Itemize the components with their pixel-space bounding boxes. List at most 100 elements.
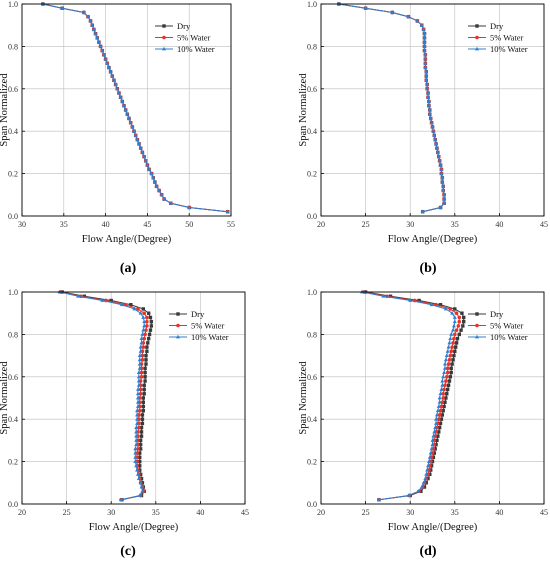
data-point xyxy=(140,413,145,417)
data-point xyxy=(446,362,451,366)
data-point xyxy=(148,315,153,320)
data-point xyxy=(445,392,449,396)
data-point xyxy=(119,302,124,307)
data-point xyxy=(120,99,125,103)
legend-marker xyxy=(162,46,166,51)
data-point xyxy=(143,366,147,371)
data-point xyxy=(225,209,230,214)
data-point xyxy=(448,353,453,358)
data-point xyxy=(139,425,144,430)
data-point xyxy=(113,82,118,86)
data-point xyxy=(450,345,454,349)
data-point xyxy=(137,425,141,430)
data-point xyxy=(443,383,447,388)
legend-marker xyxy=(475,323,479,328)
x-tick-label: 25 xyxy=(63,508,71,517)
data-point xyxy=(447,358,452,362)
x-tick-label: 40 xyxy=(495,220,503,229)
data-point xyxy=(433,425,438,430)
data-point xyxy=(145,162,150,167)
x-tick-label: 30 xyxy=(18,220,26,229)
data-point xyxy=(452,353,456,358)
y-tick-label: 0.8 xyxy=(8,330,18,339)
data-point xyxy=(426,90,431,95)
data-point xyxy=(138,459,142,464)
data-point xyxy=(445,370,450,375)
panel-label: (b) xyxy=(419,261,436,276)
data-point xyxy=(428,116,433,120)
data-point xyxy=(152,179,157,184)
data-point xyxy=(447,340,452,345)
legend-marker xyxy=(162,24,166,28)
legend-label: 5% Water xyxy=(490,33,524,43)
data-point xyxy=(435,150,440,154)
data-point xyxy=(415,18,420,23)
x-tick-label: 35 xyxy=(451,220,459,229)
y-axis-label: Span Normalized xyxy=(0,73,10,147)
data-point xyxy=(88,18,93,23)
legend-label: Dry xyxy=(490,309,504,319)
x-tick-label: 30 xyxy=(107,508,115,517)
data-point xyxy=(154,184,159,188)
data-point xyxy=(138,344,143,349)
chart-panel: 20 25 30 35 40 45 0.0 0.2 0.4 0.6 0.8 1.0 Flow Angle… xyxy=(298,0,548,276)
data-point xyxy=(416,489,421,493)
data-point xyxy=(444,379,448,383)
data-point xyxy=(449,349,454,354)
legend-label: Dry xyxy=(490,21,504,31)
data-point xyxy=(132,129,137,133)
legend-label: Dry xyxy=(191,309,205,319)
data-point xyxy=(141,396,146,400)
data-point xyxy=(139,375,144,379)
data-point xyxy=(127,116,132,120)
data-point xyxy=(442,370,447,374)
data-point xyxy=(453,332,457,337)
data-point xyxy=(422,48,427,53)
data-point xyxy=(434,417,439,421)
data-point xyxy=(423,52,428,57)
data-point xyxy=(425,86,430,91)
data-point xyxy=(111,78,116,82)
data-point xyxy=(140,417,145,421)
data-point xyxy=(135,395,140,400)
data-point xyxy=(144,358,148,362)
data-point xyxy=(439,417,444,421)
data-point xyxy=(451,327,456,332)
data-point xyxy=(419,484,424,489)
data-point xyxy=(135,387,140,391)
data-point xyxy=(138,455,142,460)
data-point xyxy=(424,73,429,78)
data-point xyxy=(456,324,461,328)
data-point xyxy=(137,353,142,357)
data-point xyxy=(136,370,141,374)
y-tick-label: 0.4 xyxy=(307,127,317,136)
legend-label: 5% Water xyxy=(490,321,524,331)
data-point xyxy=(135,404,140,408)
data-point xyxy=(451,358,455,362)
data-point xyxy=(438,408,443,413)
data-point xyxy=(138,480,143,485)
x-axis-label: Flow Angle/(Degree) xyxy=(388,234,478,245)
legend-marker xyxy=(475,312,479,316)
data-point xyxy=(444,375,449,379)
data-point xyxy=(100,298,105,302)
data-point xyxy=(406,493,411,497)
panel-label: (a) xyxy=(120,261,137,276)
legend-label: Dry xyxy=(177,21,191,31)
data-point xyxy=(436,434,440,438)
data-point xyxy=(128,120,133,125)
data-point xyxy=(440,179,445,184)
data-point xyxy=(423,476,428,480)
data-point xyxy=(447,379,452,383)
data-point xyxy=(121,103,126,108)
data-point xyxy=(421,480,426,485)
data-point xyxy=(86,14,91,19)
data-point xyxy=(135,408,140,413)
x-tick-label: 25 xyxy=(362,508,370,517)
data-point xyxy=(460,311,464,315)
data-point xyxy=(143,332,147,337)
x-tick-label: 20 xyxy=(317,220,325,229)
data-point xyxy=(435,408,440,413)
data-point xyxy=(435,438,439,443)
data-point xyxy=(449,366,453,371)
